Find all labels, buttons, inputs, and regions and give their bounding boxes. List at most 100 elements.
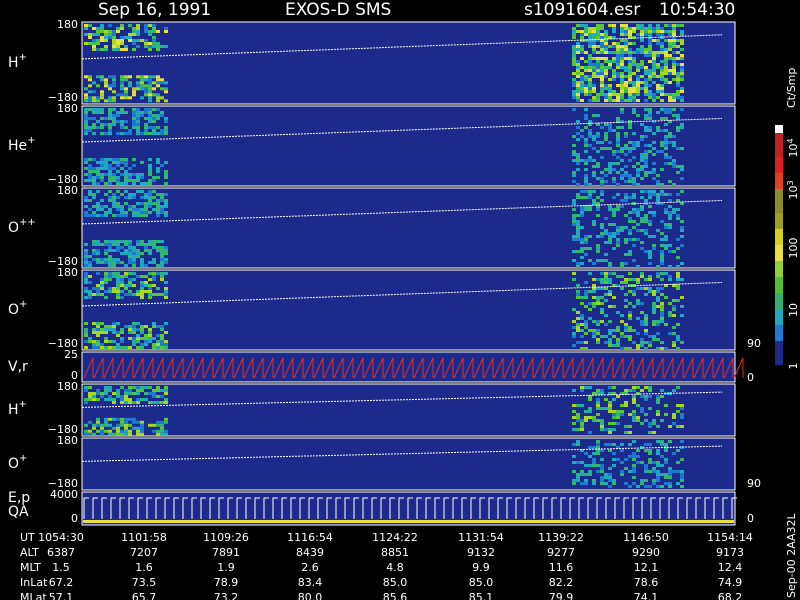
spectrum-cell: [116, 243, 120, 246]
spectrum-cell: [148, 296, 152, 299]
spectrum-cell: [640, 287, 644, 290]
spectrum-cell: [620, 57, 624, 60]
spectrum-cell: [672, 42, 676, 45]
spectrum-cell: [656, 305, 660, 308]
spectrum-cell: [112, 78, 116, 82]
spectrum-cell: [588, 183, 592, 186]
spectrum-cell: [160, 211, 164, 214]
spectrum-cell: [100, 158, 104, 161]
spectrum-cell: [120, 42, 124, 45]
spectrum-cell: [592, 36, 596, 39]
spectrum-cell: [92, 126, 96, 129]
spectrum-cell: [600, 223, 604, 226]
spectrum-cell: [148, 42, 152, 45]
spectrum-cell: [672, 332, 676, 335]
spectrum-cell: [636, 461, 640, 464]
spectrum-cell: [628, 326, 632, 329]
spectrum-cell: [680, 177, 684, 180]
spectrum-cell: [668, 244, 672, 247]
spectrum-cell: [660, 87, 664, 90]
spectrum-cell: [656, 265, 660, 268]
y2-tick-label: 0: [747, 512, 754, 525]
spectrum-cell: [156, 84, 160, 88]
spectrum-cell: [112, 401, 116, 404]
spectrum-cell: [620, 332, 624, 335]
spectrum-cell: [600, 389, 604, 392]
spectrum-cell: [148, 33, 152, 36]
spectrum-cell: [668, 111, 672, 114]
spectrum-cell: [644, 314, 648, 317]
spectrum-cell: [668, 30, 672, 33]
spectrum-cell: [576, 156, 580, 159]
spectrum-cell: [640, 217, 644, 220]
spectrum-cell: [620, 90, 624, 93]
spectrum-cell: [632, 416, 636, 419]
spectrum-cell: [668, 193, 672, 196]
spectrum-cell: [112, 114, 116, 117]
spectrum-cell: [96, 205, 100, 208]
spectrum-cell: [156, 99, 160, 103]
spectrum-cell: [580, 45, 584, 48]
spectrum-cell: [616, 413, 620, 416]
spectrum-cell: [104, 158, 108, 161]
spectrum-cell: [584, 75, 588, 78]
spectrum-cell: [600, 93, 604, 96]
spectrum-cell: [88, 90, 92, 94]
spectrum-cell: [108, 170, 112, 173]
spectrum-cell: [624, 226, 628, 229]
spectrum-cell: [116, 334, 120, 337]
spectrum-cell: [100, 173, 104, 176]
spectrum-cell: [608, 265, 612, 268]
spectrum-cell: [636, 24, 640, 27]
spectrum-cell: [628, 60, 632, 63]
spectrum-cell: [632, 96, 636, 99]
spectrum-cell: [572, 272, 576, 275]
spectrum-cell: [164, 290, 168, 293]
spectrum-cell: [672, 114, 676, 117]
spectrum-cell: [640, 138, 644, 141]
spectrum-cell: [100, 39, 104, 42]
spectrum-cell: [108, 208, 112, 211]
spectrum-cell: [132, 340, 136, 343]
spectrum-cell: [84, 296, 88, 299]
spectrum-cell: [604, 147, 608, 150]
y-tick-label: 180: [57, 18, 78, 31]
cell: 1131:54: [458, 531, 504, 544]
spectrum-cell: [588, 259, 592, 262]
spectrum-cell: [620, 120, 624, 123]
spectrum-cell: [140, 202, 144, 205]
spectrum-cell: [132, 173, 136, 176]
spectrum-cell: [140, 258, 144, 261]
spectrum-cell: [92, 293, 96, 296]
spectrum-cell: [668, 81, 672, 84]
spectrum-cell: [136, 243, 140, 246]
spectrum-cell: [656, 66, 660, 69]
spectrum-cell: [656, 449, 660, 452]
spectrum-cell: [644, 398, 648, 401]
spectrum-cell: [144, 246, 148, 249]
spectrum-cell: [604, 335, 608, 338]
spectrum-cell: [124, 179, 128, 182]
spectrum-cell: [668, 476, 672, 479]
spectrum-cell: [88, 386, 92, 389]
panel: [81, 383, 736, 437]
spectrum-cell: [152, 24, 156, 27]
spectrum-cell: [648, 395, 652, 398]
spectrum-cell: [92, 343, 96, 346]
spectrum-cell: [628, 96, 632, 99]
spectrum-cell: [672, 45, 676, 48]
spectrum-cell: [128, 261, 132, 264]
spectrum-cell: [120, 261, 124, 264]
spectrum-cell: [88, 190, 92, 193]
colorbar-segment: [775, 245, 783, 261]
spectrum-cell: [164, 417, 168, 421]
spectrum-cell: [632, 410, 636, 413]
spectrum-cell: [580, 250, 584, 253]
spectrum-cell: [592, 392, 596, 395]
spectrum-cell: [92, 132, 96, 135]
spectrum-cell: [632, 72, 636, 75]
spectrum-cell: [596, 247, 600, 250]
spectrum-cell: [140, 389, 144, 392]
spectrum-cell: [676, 193, 680, 196]
spectrum-cell: [600, 232, 604, 235]
